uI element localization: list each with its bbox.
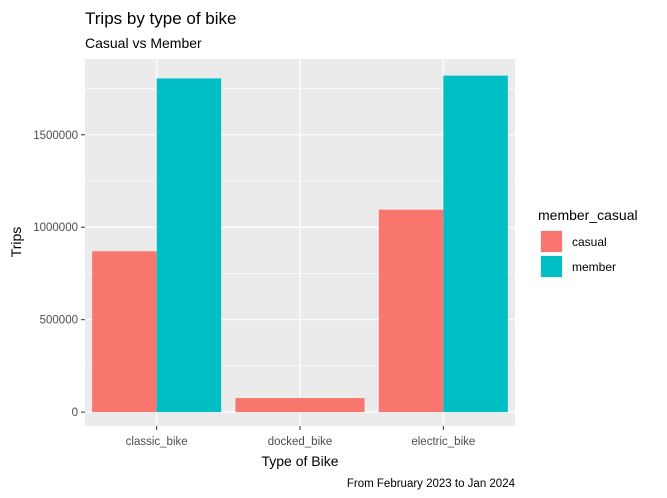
bar-casual-docked_bike — [235, 398, 365, 413]
bar-member-electric_bike — [443, 75, 508, 413]
bars — [92, 75, 508, 413]
y-tick-label: 0 — [72, 407, 78, 419]
chart-title: Trips by type of bike — [85, 9, 237, 28]
bar-casual-electric_bike — [378, 209, 444, 413]
y-tick-label: 1500000 — [33, 130, 78, 142]
x-tick-label: classic_bike — [126, 436, 188, 448]
y-axis-title: Trips — [8, 227, 24, 258]
legend-swatch-member — [541, 256, 562, 277]
legend-label-member: member — [572, 260, 616, 274]
chart-caption: From February 2023 to Jan 2024 — [347, 478, 516, 490]
y-tick-label: 1000000 — [33, 222, 78, 234]
y-axis-ticks: 0 500000 1000000 1500000 — [33, 130, 85, 419]
bar-casual-classic_bike — [92, 251, 157, 413]
x-axis-ticks: classic_bike docked_bike electric_bike — [126, 426, 475, 448]
x-axis-title: Type of Bike — [261, 453, 338, 469]
chart-subtitle: Casual vs Member — [85, 35, 202, 51]
y-tick-label: 500000 — [40, 315, 78, 327]
legend: member_casual casual member — [538, 207, 638, 278]
legend-label-casual: casual — [572, 235, 607, 249]
bar-member-classic_bike — [156, 78, 222, 413]
legend-title: member_casual — [538, 207, 638, 223]
x-tick-label: electric_bike — [411, 436, 475, 448]
x-tick-label: docked_bike — [268, 436, 333, 448]
legend-swatch-casual — [541, 231, 562, 252]
